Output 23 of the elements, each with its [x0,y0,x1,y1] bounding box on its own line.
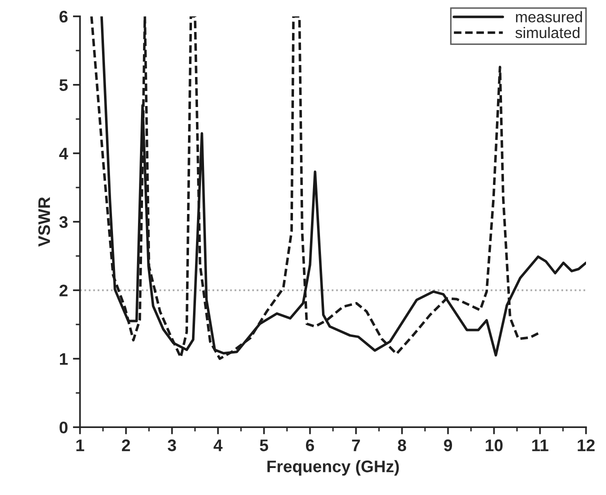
legend-label: measured [516,11,582,22]
y-tick-label: 2 [59,284,68,296]
y-axis-title: VSWR [38,197,50,247]
x-tick-label: 6 [306,439,314,452]
y-tick-label: 0 [60,422,68,434]
x-tick-label: 5 [260,440,268,452]
x-tick-label: 1 [76,440,84,452]
x-tick-label: 11 [532,440,548,452]
y-tick-label: 5 [59,79,68,92]
x-tick-label: 2 [122,439,130,452]
x-tick-label: 7 [352,440,360,452]
y-tick-label: 1 [60,353,68,365]
x-tick-label: 3 [168,439,176,452]
y-tick-label: 4 [59,148,68,160]
x-tick-label: 9 [444,439,452,452]
x-tick-label: 4 [214,440,223,452]
x-axis-title: Frequency (GHz) [267,460,399,476]
y-tick-label: 3 [59,216,68,228]
x-tick-label: 12 [578,439,595,452]
x-tick-label: 8 [398,439,406,452]
legend-label: simulated [515,26,580,38]
y-tick-label: 6 [60,10,68,23]
x-tick-label: 10 [486,439,503,452]
